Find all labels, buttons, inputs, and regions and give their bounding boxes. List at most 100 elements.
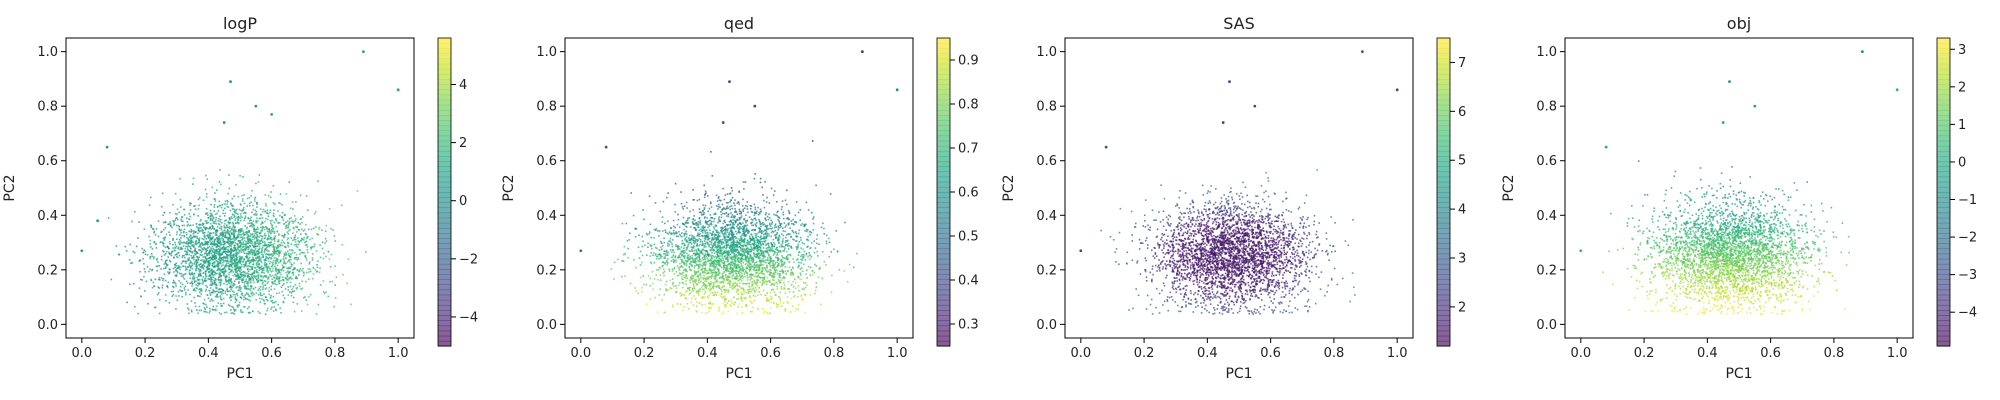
scatter-point (179, 177, 181, 180)
scatter-point (227, 221, 229, 224)
scatter-point (194, 302, 196, 304)
scatter-point (760, 254, 762, 257)
scatter-point (200, 274, 202, 277)
scatter-point (742, 258, 745, 261)
scatter-point (282, 279, 285, 282)
scatter-point (198, 224, 201, 226)
scatter-point (738, 227, 740, 230)
scatter-point (227, 231, 229, 234)
scatter-point (195, 262, 198, 264)
scatter-point (680, 251, 683, 253)
scatter-point (292, 222, 294, 224)
scatter-point (257, 272, 259, 274)
scatter-point (175, 308, 177, 310)
scatter-point (251, 211, 253, 214)
scatter-point (740, 260, 743, 263)
scatter-point (255, 236, 257, 239)
scatter-point (317, 260, 319, 262)
scatter-point (281, 290, 284, 293)
scatter-point (235, 268, 238, 271)
scatter-point (246, 280, 249, 283)
scatter-point (765, 230, 768, 233)
scatter-point (782, 245, 785, 248)
scatter-point (802, 248, 804, 251)
scatter-point (777, 227, 780, 229)
scatter-point (239, 203, 242, 205)
scatter-point (740, 245, 743, 247)
scatter-point (246, 298, 249, 300)
scatter-point (231, 305, 233, 308)
scatter-point (730, 266, 732, 269)
scatter-point (246, 257, 248, 259)
scatter-point (191, 257, 194, 259)
scatter-point (202, 264, 204, 266)
scatter-point (266, 267, 269, 270)
scatter-point (190, 240, 193, 243)
scatter-point (206, 254, 208, 257)
scatter-point (266, 309, 268, 312)
scatter-point (190, 236, 192, 239)
scatter-point (166, 285, 169, 287)
scatter-point (730, 251, 733, 253)
scatter-point (228, 266, 231, 268)
scatter-point (325, 240, 328, 242)
scatter-point (300, 233, 302, 235)
scatter-point (159, 241, 162, 244)
scatter-point (307, 268, 310, 270)
scatter-point (213, 257, 216, 260)
scatter-point (281, 203, 283, 206)
scatter-point (658, 269, 660, 271)
scatter-point (715, 271, 718, 274)
scatter-point (214, 238, 216, 240)
scatter-point (180, 290, 183, 292)
scatter-point (786, 296, 789, 298)
scatter-point (699, 252, 701, 254)
scatter-point (209, 300, 211, 303)
scatter-point (200, 218, 202, 221)
scatter-point (733, 256, 736, 259)
scatter-point (734, 208, 736, 210)
scatter-point (272, 259, 275, 262)
scatter-point (791, 266, 794, 269)
scatter-point (626, 240, 629, 242)
scatter-point (681, 293, 683, 296)
scatter-point (149, 257, 152, 260)
scatter-point (181, 247, 184, 250)
scatter-point (260, 213, 262, 216)
scatter-point (261, 249, 263, 252)
scatter-point (674, 291, 677, 294)
scatter-point (240, 215, 242, 217)
scatter-point (280, 312, 282, 314)
scatter-point (229, 286, 231, 289)
scatter-point (267, 241, 270, 244)
scatter-point (738, 190, 740, 193)
scatter-point (298, 285, 301, 287)
scatter-point (653, 261, 656, 264)
scatter-point (262, 256, 264, 258)
scatter-point (718, 268, 720, 271)
scatter-point (724, 208, 726, 210)
scatter-point (775, 236, 777, 238)
scatter-point (266, 238, 268, 241)
scatter-point (224, 256, 226, 258)
scatter-point (782, 281, 785, 284)
scatter-point (184, 269, 187, 271)
scatter-point (663, 274, 665, 277)
scatter-point (295, 253, 298, 256)
scatter-point (210, 217, 212, 219)
scatter-point (273, 276, 275, 279)
scatter-point (150, 246, 152, 248)
outlier-point (396, 88, 400, 92)
scatter-point (333, 235, 336, 237)
scatter-point (227, 303, 230, 306)
scatter-point (213, 262, 216, 264)
scatter-point (202, 248, 204, 251)
scatter-point (205, 235, 208, 237)
scatter-point (306, 244, 308, 246)
scatter-point (221, 204, 224, 206)
scatter-point (205, 288, 208, 291)
scatter-point (158, 312, 161, 315)
scatter-point (218, 181, 221, 183)
scatter-point (709, 246, 712, 249)
scatter-point (179, 272, 181, 275)
